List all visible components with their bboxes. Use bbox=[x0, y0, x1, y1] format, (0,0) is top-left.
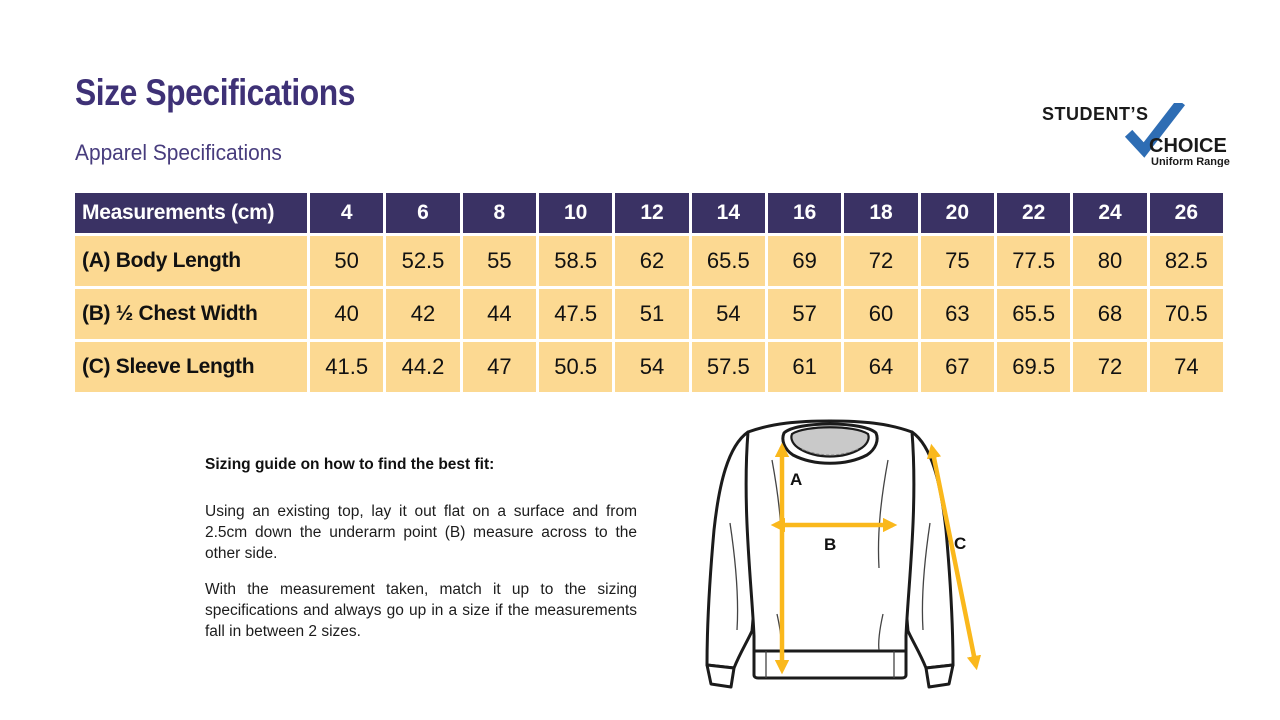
sweater-diagram: A B C bbox=[678, 418, 1008, 718]
table-header-size: 10 bbox=[539, 193, 613, 233]
table-header-size: 8 bbox=[462, 193, 536, 233]
sweater-graphic: A B C bbox=[705, 419, 982, 689]
table-cell-value: 57 bbox=[768, 289, 842, 339]
sizing-guide-paragraph-2: With the measurement taken, match it up … bbox=[205, 581, 637, 640]
table-cell-value: 60 bbox=[844, 289, 918, 339]
table-cell-value: 74 bbox=[1149, 342, 1223, 392]
sweater-left-cuff bbox=[705, 663, 736, 689]
page-title: Size Specifications bbox=[75, 72, 356, 113]
table-cell-value: 65.5 bbox=[997, 289, 1071, 339]
logo-tagline-text: Uniform Range bbox=[1151, 156, 1230, 167]
table-cell-value: 62 bbox=[615, 236, 689, 286]
table-cell-value: 61 bbox=[768, 342, 842, 392]
table-cell-value: 54 bbox=[615, 342, 689, 392]
table-cell-value: 72 bbox=[1073, 342, 1147, 392]
sweater-collar-stitch bbox=[801, 448, 859, 456]
sweater-hem-band bbox=[752, 649, 908, 680]
arrow-c-sleeve-length bbox=[926, 443, 982, 671]
table-cell-value: 69.5 bbox=[997, 342, 1071, 392]
table-row-label: (A) Body Length bbox=[75, 236, 307, 286]
table-cell-value: 44 bbox=[462, 289, 536, 339]
diagram-label-a: A bbox=[790, 470, 802, 489]
table-cell-value: 82.5 bbox=[1149, 236, 1223, 286]
table-cell-value: 68 bbox=[1073, 289, 1147, 339]
logo-students-text: STUDENT’S bbox=[1042, 104, 1149, 124]
table-row-label: (B) ½ Chest Width bbox=[75, 289, 307, 339]
table-header-size: 24 bbox=[1073, 193, 1147, 233]
brand-logo-graphic: STUDENT’S CHOICE Uniform Range bbox=[1042, 98, 1230, 168]
table-cell-value: 50 bbox=[310, 236, 384, 286]
table-cell-value: 77.5 bbox=[997, 236, 1071, 286]
table-cell-value: 42 bbox=[386, 289, 460, 339]
table-header-size: 18 bbox=[844, 193, 918, 233]
table-header-size: 4 bbox=[310, 193, 384, 233]
table-cell-value: 64 bbox=[844, 342, 918, 392]
table-cell-value: 69 bbox=[768, 236, 842, 286]
sweater-hem-seams bbox=[765, 651, 895, 678]
table-header-size: 16 bbox=[768, 193, 842, 233]
brand-logo: STUDENT’S CHOICE Uniform Range bbox=[1040, 98, 1230, 168]
table-cell-value: 65.5 bbox=[691, 236, 765, 286]
table-row-label: (C) Sleeve Length bbox=[75, 342, 307, 392]
table-cell-value: 47 bbox=[462, 342, 536, 392]
table-cell-value: 67 bbox=[920, 342, 994, 392]
table-cell-value: 47.5 bbox=[539, 289, 613, 339]
table-cell-value: 72 bbox=[844, 236, 918, 286]
table-cell-value: 51 bbox=[615, 289, 689, 339]
table-cell-value: 58.5 bbox=[539, 236, 613, 286]
table-header-size: 14 bbox=[691, 193, 765, 233]
sizing-guide-heading: Sizing guide on how to find the best fit… bbox=[205, 456, 495, 473]
table-cell-value: 70.5 bbox=[1149, 289, 1223, 339]
sweater-collar-inner bbox=[790, 426, 870, 458]
sizing-guide-paragraph-1: Using an existing top, lay it out flat o… bbox=[205, 503, 637, 562]
size-table: Measurements (cm) 4 6 8 10 12 14 16 18 20 22 24 26 (A… bbox=[75, 193, 1223, 392]
table-cell-value: 44.2 bbox=[386, 342, 460, 392]
sizing-guide: Sizing guide on how to find the best fit… bbox=[205, 456, 637, 657]
table-cell-value: 80 bbox=[1073, 236, 1147, 286]
sweater-right-cuff bbox=[924, 663, 955, 689]
diagram-label-c: C bbox=[954, 534, 966, 553]
table-cell-value: 54 bbox=[691, 289, 765, 339]
table-cell-value: 41.5 bbox=[310, 342, 384, 392]
table-cell-value: 57.5 bbox=[691, 342, 765, 392]
page-subtitle: Apparel Specifications bbox=[75, 140, 282, 165]
table-cell-value: 52.5 bbox=[386, 236, 460, 286]
table-cell-value: 55 bbox=[462, 236, 536, 286]
table-header-size: 20 bbox=[920, 193, 994, 233]
table-header-size: 26 bbox=[1149, 193, 1223, 233]
table-cell-value: 50.5 bbox=[539, 342, 613, 392]
logo-choice-text: CHOICE bbox=[1149, 135, 1227, 157]
checkmark-icon bbox=[1124, 98, 1186, 158]
table-cell-value: 63 bbox=[920, 289, 994, 339]
table-header-size: 12 bbox=[615, 193, 689, 233]
table-header-size: 22 bbox=[997, 193, 1071, 233]
diagram-label-b: B bbox=[824, 535, 836, 554]
table-header-measurements: Measurements (cm) bbox=[75, 193, 307, 233]
table-cell-value: 75 bbox=[920, 236, 994, 286]
table-cell-value: 40 bbox=[310, 289, 384, 339]
table-header-size: 6 bbox=[386, 193, 460, 233]
